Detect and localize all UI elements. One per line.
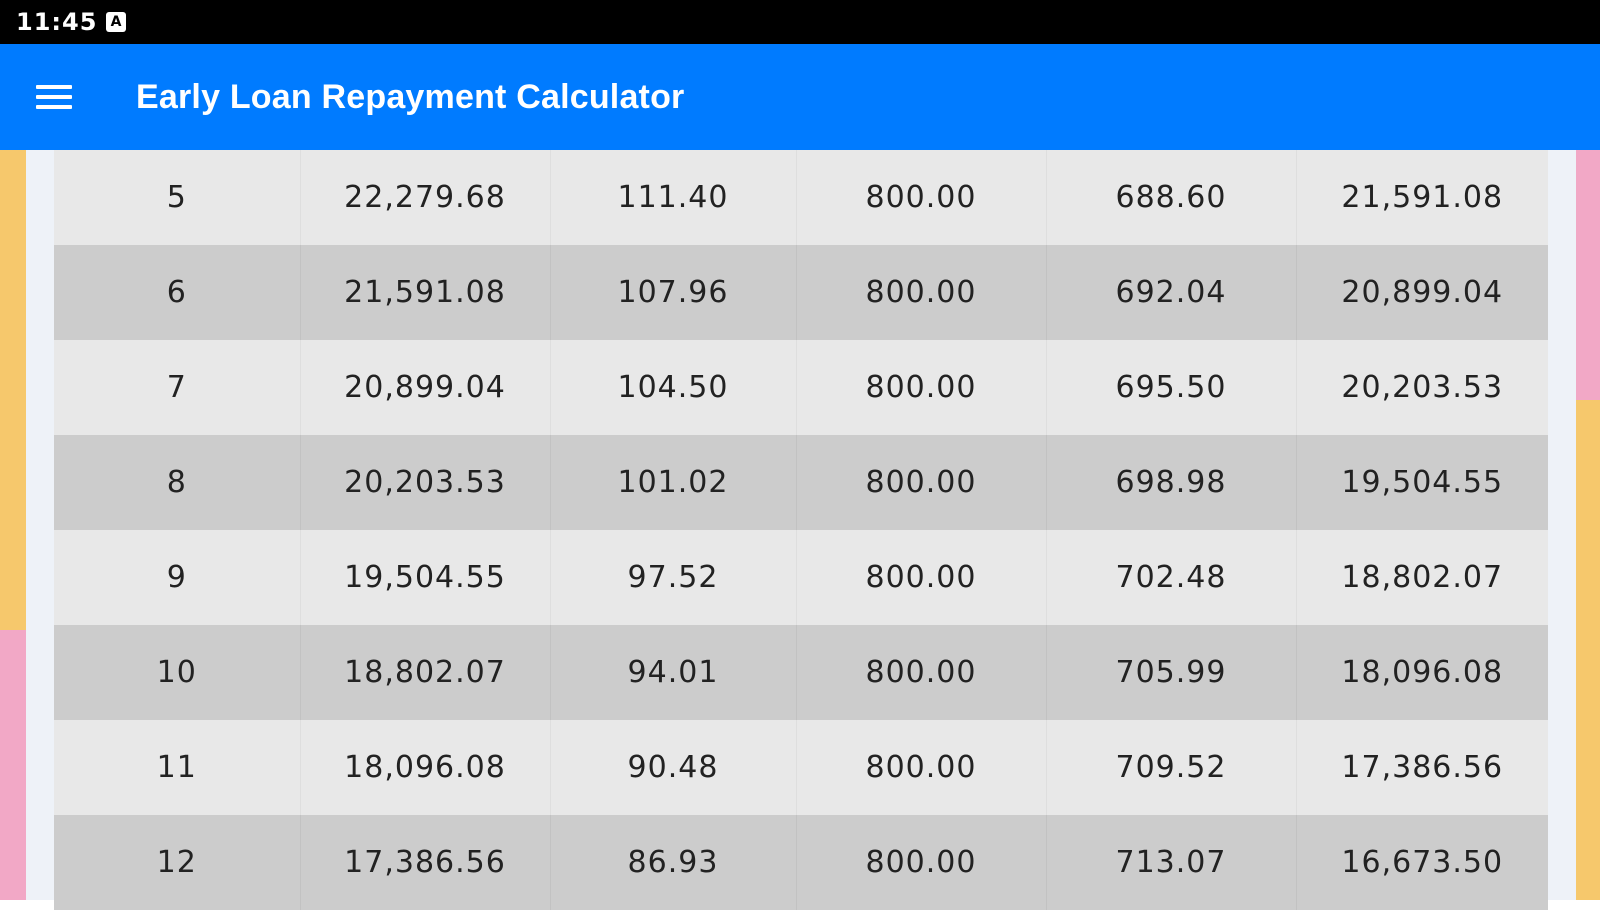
opening-balance-cell: 20,899.04 bbox=[300, 340, 551, 435]
interest-cell: 111.40 bbox=[550, 150, 797, 245]
payment-cell: 800.00 bbox=[796, 340, 1047, 435]
menu-icon-line bbox=[36, 95, 72, 99]
payment-cell: 800.00 bbox=[796, 815, 1047, 910]
interest-cell: 107.96 bbox=[550, 245, 797, 340]
principal-cell: 713.07 bbox=[1046, 815, 1297, 910]
opening-balance-cell: 18,096.08 bbox=[300, 720, 551, 815]
principal-cell: 695.50 bbox=[1046, 340, 1297, 435]
period-cell: 5 bbox=[54, 150, 301, 245]
opening-balance-cell: 18,802.07 bbox=[300, 625, 551, 720]
page-title: Early Loan Repayment Calculator bbox=[136, 78, 685, 116]
payment-cell: 800.00 bbox=[796, 245, 1047, 340]
opening-balance-cell: 21,591.08 bbox=[300, 245, 551, 340]
closing-balance-cell: 20,203.53 bbox=[1296, 340, 1548, 435]
table-row: 10 18,802.07 94.01 800.00 705.99 18,096.… bbox=[54, 625, 1548, 720]
closing-balance-cell: 18,802.07 bbox=[1296, 530, 1548, 625]
payment-cell: 800.00 bbox=[796, 530, 1047, 625]
period-cell: 12 bbox=[54, 815, 301, 910]
table-row: 9 19,504.55 97.52 800.00 702.48 18,802.0… bbox=[54, 530, 1548, 625]
menu-icon-line bbox=[36, 105, 72, 109]
repayment-schedule-table: 5 22,279.68 111.40 800.00 688.60 21,591.… bbox=[54, 150, 1548, 910]
background-decoration bbox=[1574, 400, 1600, 900]
interest-cell: 86.93 bbox=[550, 815, 797, 910]
background-decoration bbox=[1574, 150, 1600, 420]
principal-cell: 709.52 bbox=[1046, 720, 1297, 815]
payment-cell: 800.00 bbox=[796, 720, 1047, 815]
period-cell: 9 bbox=[54, 530, 301, 625]
table-row: 6 21,591.08 107.96 800.00 692.04 20,899.… bbox=[54, 245, 1548, 340]
background-decoration bbox=[0, 630, 28, 900]
closing-balance-cell: 17,386.56 bbox=[1296, 720, 1548, 815]
status-time: 11:45 bbox=[16, 8, 98, 36]
principal-cell: 688.60 bbox=[1046, 150, 1297, 245]
menu-icon-line bbox=[36, 85, 72, 89]
opening-balance-cell: 17,386.56 bbox=[300, 815, 551, 910]
menu-icon[interactable] bbox=[28, 74, 78, 120]
period-cell: 11 bbox=[54, 720, 301, 815]
status-bar: 11:45 A bbox=[0, 0, 1600, 44]
closing-balance-cell: 19,504.55 bbox=[1296, 435, 1548, 530]
opening-balance-cell: 22,279.68 bbox=[300, 150, 551, 245]
principal-cell: 698.98 bbox=[1046, 435, 1297, 530]
principal-cell: 705.99 bbox=[1046, 625, 1297, 720]
table-row: 7 20,899.04 104.50 800.00 695.50 20,203.… bbox=[54, 340, 1548, 435]
period-cell: 6 bbox=[54, 245, 301, 340]
closing-balance-cell: 18,096.08 bbox=[1296, 625, 1548, 720]
payment-cell: 800.00 bbox=[796, 625, 1047, 720]
interest-cell: 94.01 bbox=[550, 625, 797, 720]
closing-balance-cell: 21,591.08 bbox=[1296, 150, 1548, 245]
period-cell: 7 bbox=[54, 340, 301, 435]
principal-cell: 702.48 bbox=[1046, 530, 1297, 625]
payment-cell: 800.00 bbox=[796, 435, 1047, 530]
payment-cell: 800.00 bbox=[796, 150, 1047, 245]
app-bar: Early Loan Repayment Calculator bbox=[0, 44, 1600, 150]
table-row: 12 17,386.56 86.93 800.00 713.07 16,673.… bbox=[54, 815, 1548, 910]
interest-cell: 97.52 bbox=[550, 530, 797, 625]
table-row: 5 22,279.68 111.40 800.00 688.60 21,591.… bbox=[54, 150, 1548, 245]
period-cell: 10 bbox=[54, 625, 301, 720]
principal-cell: 692.04 bbox=[1046, 245, 1297, 340]
opening-balance-cell: 19,504.55 bbox=[300, 530, 551, 625]
interest-cell: 104.50 bbox=[550, 340, 797, 435]
a-icon: A bbox=[106, 12, 126, 32]
closing-balance-cell: 16,673.50 bbox=[1296, 815, 1548, 910]
table-row: 11 18,096.08 90.48 800.00 709.52 17,386.… bbox=[54, 720, 1548, 815]
closing-balance-cell: 20,899.04 bbox=[1296, 245, 1548, 340]
background-decoration bbox=[0, 150, 28, 650]
period-cell: 8 bbox=[54, 435, 301, 530]
table-row: 8 20,203.53 101.02 800.00 698.98 19,504.… bbox=[54, 435, 1548, 530]
interest-cell: 101.02 bbox=[550, 435, 797, 530]
opening-balance-cell: 20,203.53 bbox=[300, 435, 551, 530]
interest-cell: 90.48 bbox=[550, 720, 797, 815]
